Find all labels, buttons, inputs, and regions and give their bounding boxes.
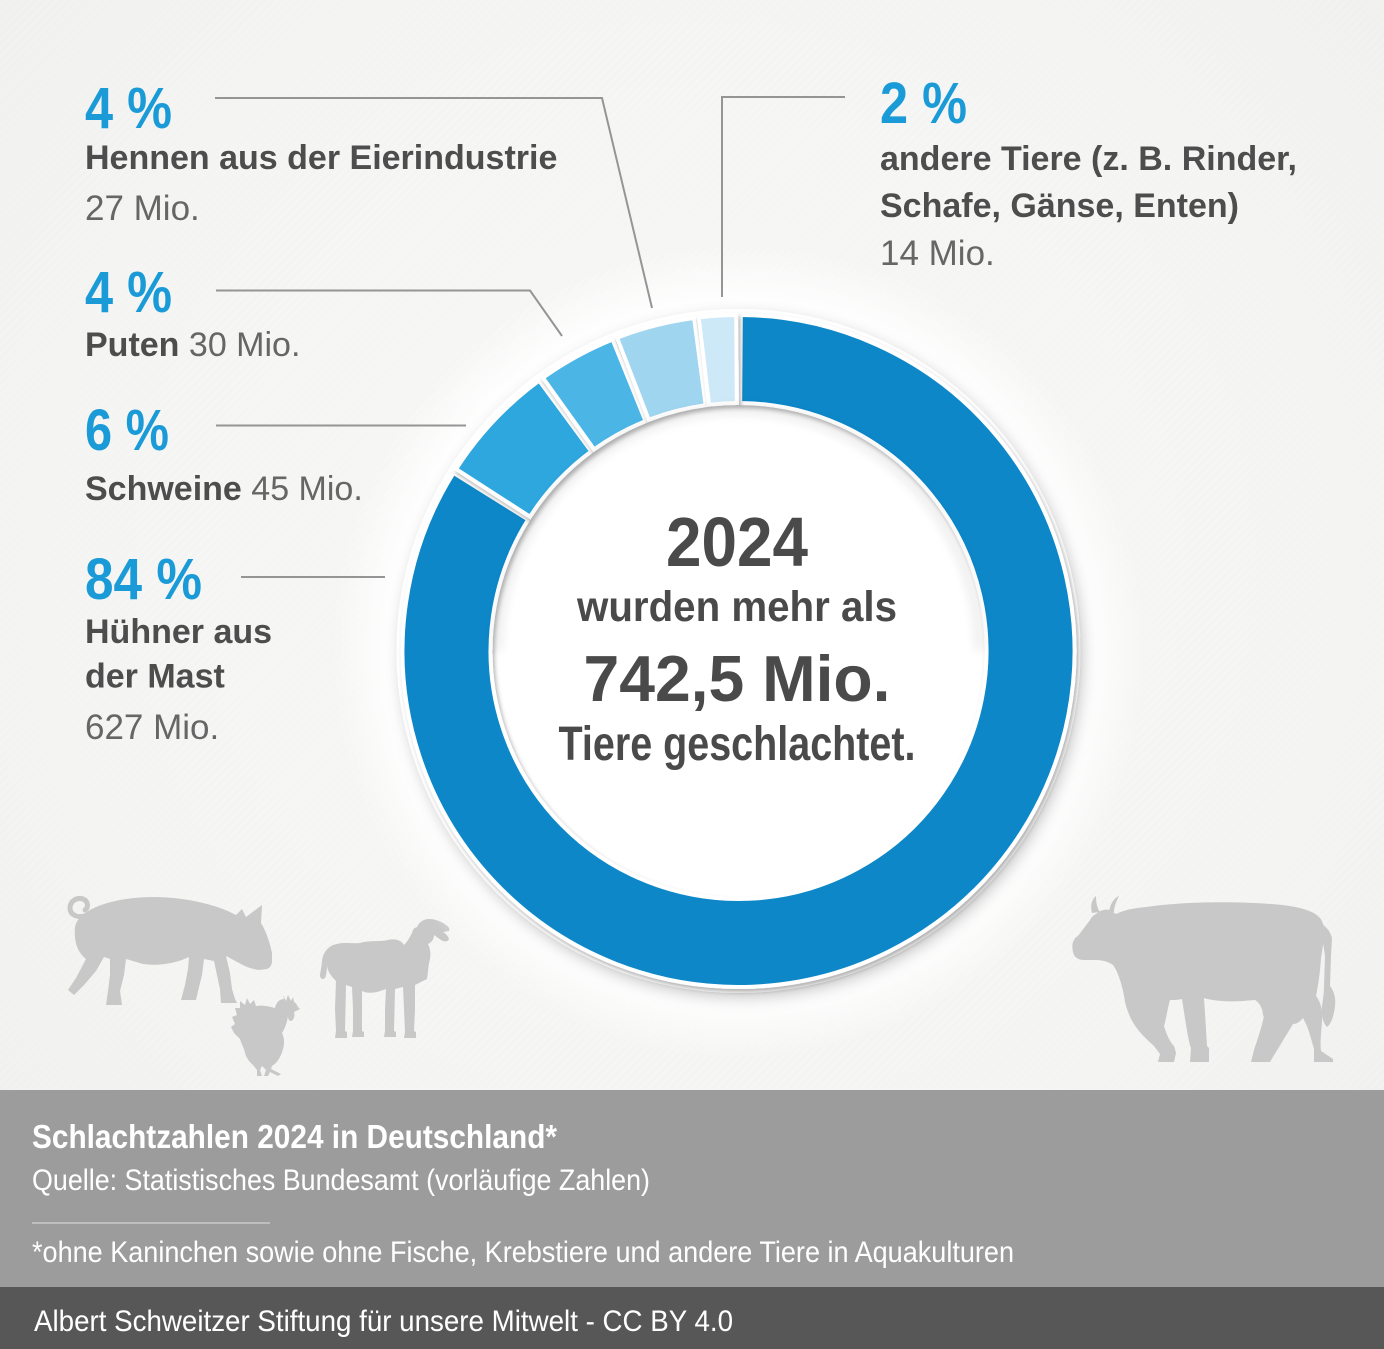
svg-text:Schweine 45 Mio.: Schweine 45 Mio. [85,470,363,508]
svg-text:wurden mehr als: wurden mehr als [576,583,897,631]
svg-text:Albert Schweitzer Stiftung für: Albert Schweitzer Stiftung für unsere Mi… [34,1305,733,1338]
svg-text:84 %: 84 % [85,547,202,612]
svg-text:14 Mio.: 14 Mio. [880,234,995,273]
svg-text:*ohne Kaninchen sowie ohne Fis: *ohne Kaninchen sowie ohne Fische, Krebs… [32,1236,1014,1269]
svg-text:27 Mio.: 27 Mio. [85,189,200,228]
svg-text:Tiere geschlachtet.: Tiere geschlachtet. [559,718,916,771]
svg-text:4 %: 4 % [85,260,172,325]
svg-text:2024: 2024 [666,503,808,581]
svg-text:4 %: 4 % [85,76,172,141]
svg-text:Schafe, Gänse, Enten): Schafe, Gänse, Enten) [880,187,1239,225]
svg-text:Quelle: Statistisches Bundesam: Quelle: Statistisches Bundesamt (vorläuf… [32,1164,650,1197]
svg-text:Hennen aus der Eierindustrie: Hennen aus der Eierindustrie [85,139,557,177]
svg-text:627 Mio.: 627 Mio. [85,708,219,747]
svg-text:6 %: 6 % [85,398,169,463]
svg-text:Puten 30 Mio.: Puten 30 Mio. [85,326,300,364]
svg-text:Schlachtzahlen 2024 in Deutsch: Schlachtzahlen 2024 in Deutschland* [32,1118,557,1155]
svg-text:Hühner aus: Hühner aus [85,613,272,651]
svg-text:andere Tiere (z. B. Rinder,: andere Tiere (z. B. Rinder, [880,140,1297,178]
svg-text:2 %: 2 % [880,71,967,136]
svg-text:der Mast: der Mast [85,658,225,696]
svg-text:742,5 Mio.: 742,5 Mio. [584,642,891,715]
